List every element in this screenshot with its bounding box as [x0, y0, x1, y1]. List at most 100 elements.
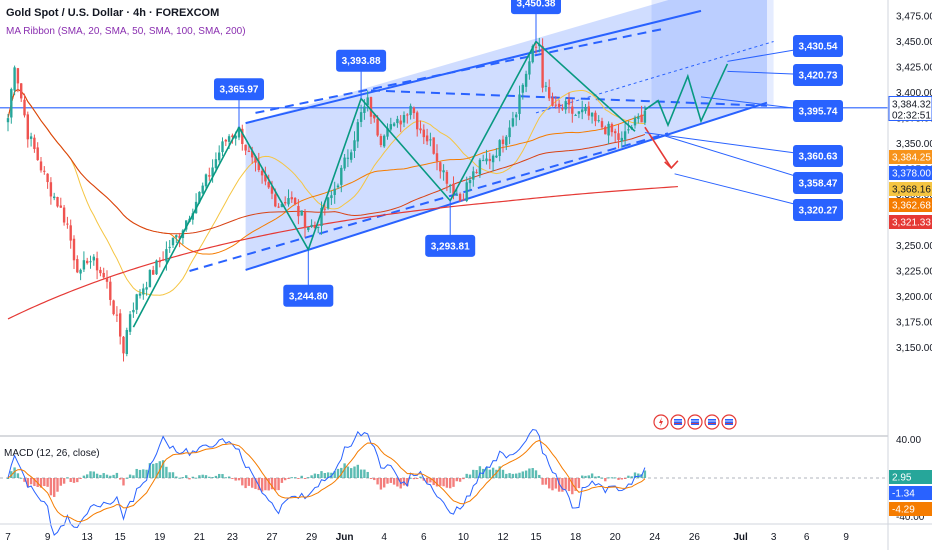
macd-histogram-bar — [491, 467, 495, 478]
macd-histogram-bar — [274, 478, 277, 491]
macd-histogram-bar — [614, 477, 617, 479]
macd-value-tag-bg — [889, 486, 932, 500]
flag-glyph — [725, 419, 733, 425]
macd-histogram-bar — [389, 478, 392, 483]
macd-histogram-bar — [594, 476, 597, 478]
candle-body — [637, 116, 640, 119]
ma-ribbon-legend[interactable]: MA Ribbon (SMA, 20, SMA, 50, SMA, 100, S… — [6, 26, 246, 37]
bearish-projection — [644, 126, 672, 169]
macd-histogram-bar — [313, 473, 317, 478]
macd-histogram-bar — [214, 475, 218, 478]
candle-body — [155, 260, 158, 275]
macd-histogram-bar — [326, 472, 330, 478]
macd-histogram-bar — [620, 478, 623, 480]
target-callout-box — [793, 145, 843, 167]
candle-body — [429, 139, 432, 141]
candle-body — [449, 184, 452, 186]
macd-histogram-bar — [336, 468, 340, 478]
macd-histogram-bar — [478, 466, 482, 478]
macd-histogram-bar — [541, 478, 544, 485]
macd-histogram-bar — [534, 470, 538, 478]
candle-body — [277, 206, 280, 208]
candle-body — [462, 199, 465, 201]
macd-histogram-bar — [155, 463, 158, 478]
candle-body — [56, 197, 59, 207]
macd-value-tag-bg — [889, 502, 932, 516]
macd-histogram-bar — [280, 478, 284, 483]
candle-body — [455, 194, 458, 196]
bearish-arrowhead — [664, 160, 679, 170]
macd-histogram-bar — [412, 478, 416, 480]
candle-body — [241, 128, 244, 144]
macd-histogram-bar — [462, 478, 465, 480]
macd-histogram-bar — [538, 474, 541, 478]
macd-histogram-bar — [175, 476, 178, 478]
macd-histogram-bar — [185, 475, 188, 478]
target-callout-leader — [661, 134, 819, 184]
lightning-glyph — [659, 417, 663, 427]
macd-histogram-bar — [165, 466, 168, 478]
swing-callout-box — [214, 78, 264, 101]
macd-histogram-bar — [429, 478, 432, 483]
candle-body — [383, 135, 386, 147]
macd-histogram-bar — [86, 474, 89, 478]
macd-histogram-bar — [102, 473, 105, 478]
candle-body — [290, 197, 293, 200]
macd-histogram-bar — [468, 474, 472, 478]
candle-body — [49, 182, 53, 197]
macd-histogram-bar — [359, 469, 363, 478]
sma-100-line — [7, 88, 646, 235]
candle-body — [72, 238, 76, 261]
candle-body — [247, 150, 251, 152]
price-tag-bg — [889, 198, 932, 212]
macd-histogram-bar — [224, 477, 227, 479]
macd-histogram-bar — [630, 476, 633, 478]
candle-body — [270, 186, 274, 194]
candle-body — [175, 235, 178, 238]
sma-200-line — [7, 185, 678, 320]
candle-body — [211, 167, 214, 177]
candle-body — [86, 260, 89, 264]
candle-body — [39, 161, 43, 171]
price-tag: 3,368.16 — [892, 185, 931, 196]
swing-callout-box — [425, 234, 476, 257]
macd-histogram-bar — [511, 473, 515, 478]
macd-histogram-bar — [145, 469, 148, 478]
macd-legend[interactable]: MACD (12, 26, close) — [4, 448, 100, 459]
macd-histogram-bar — [366, 471, 369, 478]
candle-body — [458, 193, 462, 201]
candle-body — [280, 204, 284, 208]
candle-body — [419, 128, 422, 131]
candle-body — [135, 294, 138, 310]
candle-body — [105, 277, 109, 282]
macd-histogram-bar — [303, 478, 307, 479]
candle-body — [548, 87, 551, 99]
macd-histogram-bar — [627, 475, 630, 478]
macd-histogram-bar — [122, 478, 125, 486]
macd-value-tag: 2.95 — [892, 473, 912, 484]
time-tick-label: 15 — [530, 532, 542, 543]
time-tick-label: 3 — [771, 532, 777, 543]
candle-body — [356, 122, 359, 142]
macd-histogram-bar — [119, 478, 122, 480]
price-tag-bg — [889, 215, 932, 229]
candle-body — [208, 175, 211, 177]
macd-histogram-bar — [62, 478, 66, 484]
candle-body — [326, 197, 330, 209]
candle-body — [204, 174, 208, 187]
candle-body — [564, 101, 567, 110]
candle-body — [541, 46, 544, 88]
candle-body — [472, 171, 475, 180]
macd-histogram-bar — [198, 475, 201, 478]
candle-body — [59, 205, 62, 208]
macd-histogram-bar — [557, 478, 561, 492]
candle-body — [409, 105, 412, 116]
macd-histogram-bar — [515, 473, 518, 478]
time-tick-label: 18 — [570, 532, 582, 543]
channel-layer — [0, 0, 888, 272]
macd-histogram-bar — [237, 478, 241, 481]
candle-body — [346, 157, 350, 159]
candle-body — [46, 173, 49, 183]
candle-body — [399, 120, 402, 125]
